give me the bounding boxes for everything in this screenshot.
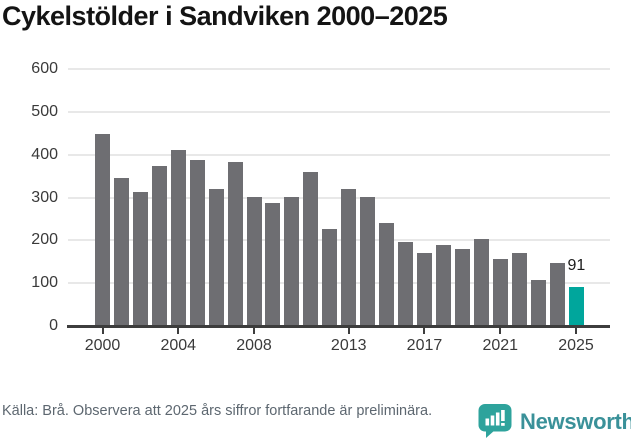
- gridline: [68, 153, 610, 156]
- bar: [379, 223, 395, 326]
- chart-title: Cykelstölder i Sandviken 2000–2025: [2, 1, 448, 31]
- x-axis-tick: [575, 328, 577, 334]
- x-axis-tick-label: 2004: [160, 337, 197, 354]
- bar: [170, 150, 186, 326]
- x-axis-tick-label: 2021: [482, 337, 519, 354]
- x-axis-line: [67, 325, 610, 328]
- x-axis-tick-label: 2008: [236, 337, 272, 354]
- x-axis-tick: [253, 328, 256, 334]
- bar: [246, 197, 262, 326]
- bar: [189, 160, 205, 326]
- y-axis-tick-label: 0: [49, 317, 58, 334]
- footer: Källa: Brå. Observera att 2025 års siffr…: [0, 399, 631, 439]
- bar: [265, 203, 281, 326]
- bar: [284, 197, 300, 326]
- x-axis-tick: [499, 328, 502, 334]
- bar: [398, 242, 414, 326]
- gridline: [68, 68, 610, 70]
- bar: [454, 249, 470, 326]
- bar: [95, 134, 110, 326]
- bar: [530, 280, 546, 326]
- x-axis-tick-label: 2000: [84, 337, 121, 354]
- x-axis-tick: [347, 328, 350, 334]
- y-axis-tick-label: 300: [31, 188, 58, 206]
- y-axis-tick-label: 400: [31, 145, 58, 163]
- bar: [416, 253, 432, 326]
- bar: [492, 259, 508, 326]
- bar-highlight: [568, 287, 584, 326]
- bar: [473, 239, 489, 326]
- bar: [322, 229, 338, 326]
- newsworthy-logo: Newsworthy: [477, 402, 631, 439]
- bar: [360, 197, 376, 326]
- source-note: Källa: Brå. Observera att 2025 års siffr…: [2, 403, 433, 419]
- x-axis-tick-label: 2017: [406, 337, 443, 354]
- gridline: [68, 282, 610, 285]
- bar: [303, 172, 319, 326]
- gridline: [68, 110, 610, 113]
- newsworthy-logo-text: Newsworthy: [520, 408, 631, 434]
- y-axis-tick-label: 600: [31, 60, 58, 77]
- bar: [113, 178, 129, 326]
- plot-area: 0 100 200 300 400 500 600 2000 2004 2008 2013 2017 2…: [31, 60, 610, 354]
- bar: [132, 192, 148, 326]
- bar: [511, 253, 527, 326]
- gridline: [68, 196, 610, 199]
- bar: [341, 189, 357, 326]
- gridline: [68, 239, 610, 242]
- x-axis-tick: [177, 328, 180, 334]
- bar: [435, 245, 451, 326]
- bar-chart-speech-bubble-icon: [478, 404, 512, 438]
- bar: [208, 189, 224, 326]
- bar: [549, 263, 565, 326]
- x-axis-tick-label: 2013: [330, 337, 367, 354]
- x-axis-tick: [101, 328, 104, 334]
- x-axis-tick-label: 2025: [558, 337, 594, 354]
- y-axis-tick-label: 100: [31, 274, 58, 292]
- x-axis-tick: [423, 328, 426, 334]
- y-axis-tick-label: 200: [31, 231, 58, 249]
- bar: [227, 162, 243, 326]
- highlight-value-label: 91: [567, 257, 586, 274]
- bar: [151, 166, 167, 326]
- y-axis-tick-label: 500: [31, 102, 58, 120]
